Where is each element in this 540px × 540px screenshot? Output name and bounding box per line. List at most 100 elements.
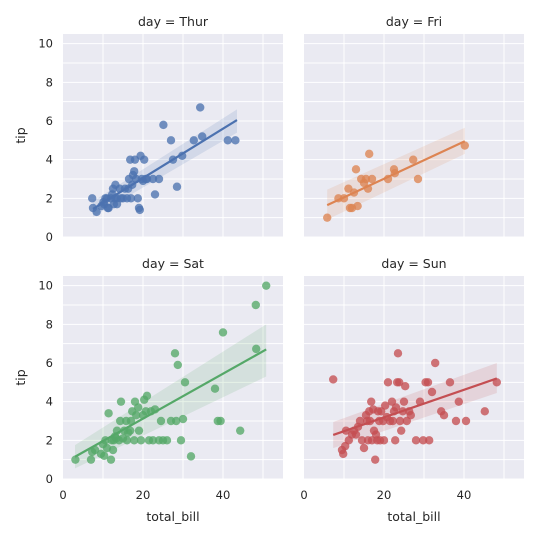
x-tick-label: 20 <box>136 488 151 502</box>
data-point <box>383 378 393 387</box>
data-point <box>172 182 182 191</box>
y-tick-label: 6 <box>46 356 53 370</box>
x-tick-label: 40 <box>457 488 472 502</box>
data-point <box>395 416 405 426</box>
data-point <box>395 378 404 387</box>
data-point <box>172 416 181 426</box>
data-point <box>180 378 190 387</box>
data-point <box>122 436 132 445</box>
data-point <box>100 451 109 460</box>
data-point <box>142 391 152 401</box>
data-point <box>431 358 440 368</box>
y-tick-label: 10 <box>38 279 53 293</box>
y-tick-label: 6 <box>46 114 53 128</box>
panel-background <box>304 276 524 479</box>
data-point <box>353 201 362 211</box>
data-point <box>359 443 369 453</box>
facet-panel-1: day = Fri <box>304 14 524 238</box>
data-point <box>136 436 146 445</box>
facet-title: day = Thur <box>138 14 209 29</box>
data-point <box>419 436 428 445</box>
facet-panel-0: day = Thur 0 2 4 6 8 10 tip <box>13 14 283 244</box>
data-point <box>130 167 139 176</box>
gridlines <box>304 34 524 238</box>
y-tick-label: 0 <box>46 230 53 244</box>
data-point <box>423 378 433 387</box>
y-tick-label: 2 <box>46 433 53 447</box>
data-point <box>371 455 380 464</box>
x-tick-label: 0 <box>59 488 66 502</box>
data-point <box>88 194 97 203</box>
data-point <box>148 436 158 445</box>
data-point <box>86 455 96 464</box>
data-point <box>134 403 143 412</box>
y-tick-label: 8 <box>46 317 53 331</box>
data-point <box>150 190 160 199</box>
data-point <box>154 174 164 184</box>
panel-background <box>304 34 524 237</box>
data-point <box>108 445 118 455</box>
data-point <box>216 416 225 426</box>
data-point <box>198 132 207 141</box>
data-point <box>196 103 205 112</box>
data-point <box>351 430 361 439</box>
data-point <box>451 416 461 426</box>
data-point <box>135 205 144 215</box>
data-point <box>126 426 135 435</box>
data-point <box>480 407 489 416</box>
data-point <box>126 194 136 203</box>
data-point <box>132 411 141 420</box>
data-point <box>134 426 144 435</box>
data-point <box>439 411 449 420</box>
data-point <box>130 436 139 445</box>
data-point <box>116 416 125 426</box>
data-point <box>170 349 180 358</box>
x-tick-label: 20 <box>377 488 392 502</box>
data-point <box>381 401 390 410</box>
regression-line <box>326 140 466 207</box>
data-point <box>104 409 113 418</box>
data-point <box>236 426 245 435</box>
data-point <box>365 149 374 159</box>
data-point <box>148 174 158 184</box>
data-point <box>251 300 260 310</box>
data-point <box>397 426 406 435</box>
data-point <box>413 174 423 184</box>
x-tick-label: 0 <box>300 488 307 502</box>
data-point <box>406 411 415 420</box>
data-point <box>411 436 421 445</box>
data-point <box>367 174 377 184</box>
data-point <box>173 360 182 370</box>
data-point <box>391 436 400 445</box>
x-axis-label: total_bill <box>387 509 440 524</box>
data-point <box>189 136 198 145</box>
y-tick-label: 10 <box>38 37 53 51</box>
data-point <box>210 384 220 393</box>
data-point <box>393 349 403 358</box>
data-point <box>391 403 401 412</box>
y-tick-label: 8 <box>46 75 53 89</box>
data-point <box>401 382 410 391</box>
data-point <box>223 136 232 145</box>
data-point <box>262 281 271 290</box>
regression-line <box>74 348 267 458</box>
data-point <box>445 378 455 387</box>
regression-line <box>332 377 498 436</box>
facet-panel-3: day = Sun 0 20 40 total_bill <box>300 256 524 524</box>
data-point <box>156 416 166 426</box>
data-point <box>409 155 418 164</box>
data-point <box>186 452 196 461</box>
data-point <box>178 414 188 424</box>
data-point <box>361 174 371 184</box>
data-point <box>339 449 348 459</box>
data-point <box>461 416 471 426</box>
y-axis-label: tip <box>13 127 28 143</box>
data-point <box>231 136 240 145</box>
x-axis-label: total_bill <box>146 509 199 524</box>
data-point <box>133 194 142 203</box>
data-point <box>399 397 409 406</box>
data-point <box>218 328 228 337</box>
data-point <box>351 165 361 174</box>
x-tick-label: 40 <box>216 488 231 502</box>
data-point <box>388 416 397 426</box>
